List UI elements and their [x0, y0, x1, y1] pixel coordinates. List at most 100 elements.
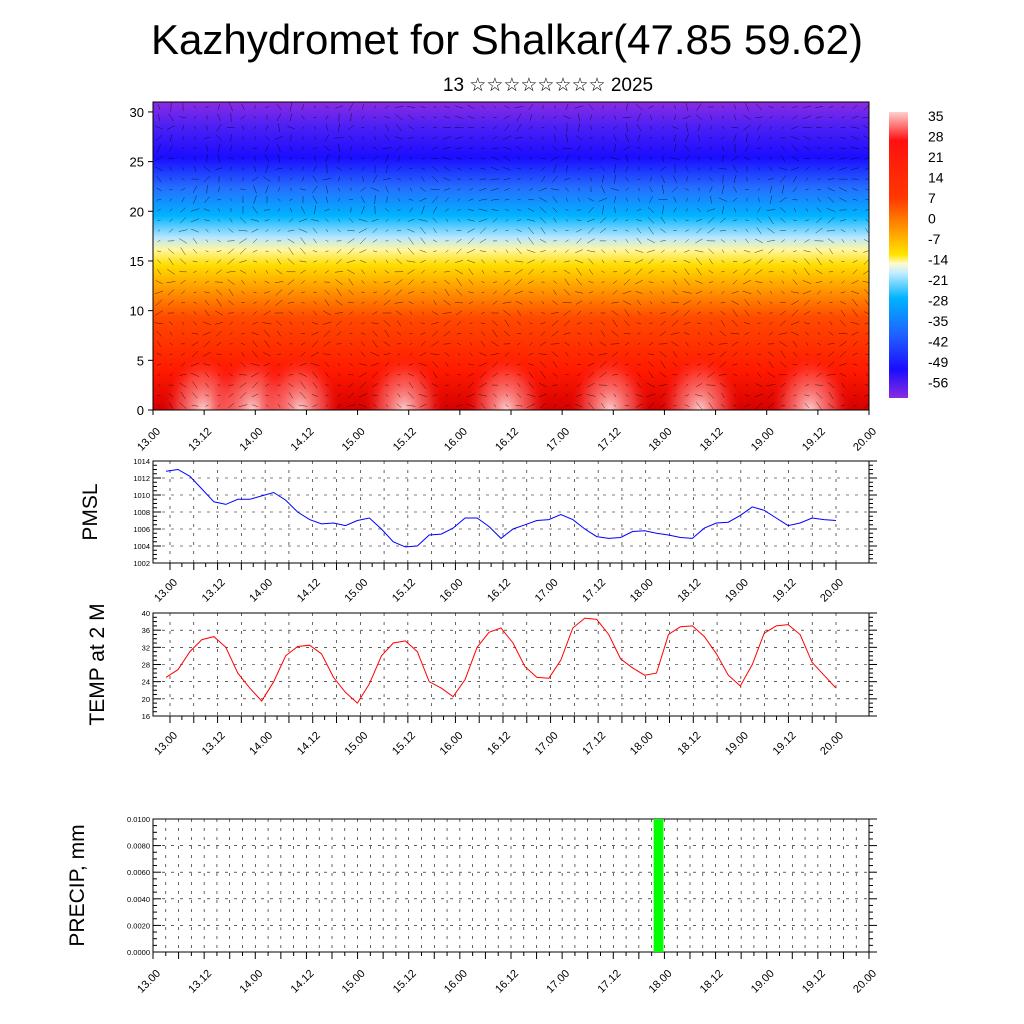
wind-vector	[732, 373, 738, 377]
wind-vector	[792, 260, 798, 263]
wind-vector	[648, 281, 654, 283]
wind-vector	[599, 228, 607, 234]
wind-vector	[862, 281, 869, 283]
wind-vector	[274, 135, 284, 140]
wind-vector	[479, 352, 487, 356]
temp-y-tick-label: 16	[142, 712, 150, 721]
wind-vector	[769, 312, 773, 314]
wind-vector	[157, 239, 161, 243]
wind-vector	[599, 361, 607, 368]
wind-vector	[769, 147, 773, 150]
wind-vector	[421, 157, 425, 160]
wind-vector	[156, 269, 162, 275]
wind-vector	[755, 402, 763, 409]
wind-vector	[827, 187, 835, 192]
wind-vector	[193, 195, 197, 204]
pmsl-x-tick-label: 15.00	[342, 577, 370, 605]
wind-vector	[265, 394, 269, 396]
wind-vector	[202, 321, 212, 326]
wind-vector	[203, 363, 211, 366]
wind-vector	[673, 134, 677, 142]
wind-vector	[767, 227, 775, 234]
wind-vector	[371, 371, 379, 378]
wind-vector	[420, 332, 426, 335]
wind-vector	[779, 207, 787, 213]
wind-vector	[204, 196, 210, 203]
wind-vector	[456, 248, 462, 254]
wind-vector	[625, 352, 629, 356]
wind-vector	[228, 228, 234, 233]
wind-vector	[478, 218, 488, 223]
wind-vector	[517, 383, 521, 388]
wind-vector	[815, 227, 823, 234]
wind-vector	[324, 208, 330, 212]
wind-vector	[157, 229, 161, 232]
wind-vector	[744, 394, 750, 397]
wind-vector	[718, 374, 728, 376]
wind-vector	[229, 102, 233, 112]
wind-vector	[526, 393, 536, 397]
wind-vector	[602, 115, 604, 119]
wind-vector	[791, 300, 799, 306]
wind-vector	[420, 341, 426, 347]
wind-vector	[839, 320, 847, 327]
wind-vector	[661, 175, 665, 183]
wind-vector	[301, 321, 305, 325]
wind-vector	[757, 322, 761, 325]
wind-vector	[768, 178, 774, 181]
wind-vector	[466, 259, 476, 264]
wind-vector	[178, 229, 188, 232]
wind-vector	[719, 229, 727, 232]
wind-vector	[301, 114, 305, 120]
wind-vector	[168, 257, 174, 266]
wind-vector	[421, 205, 425, 215]
wind-vector	[586, 394, 596, 397]
wind-vector	[781, 290, 785, 295]
wind-vector	[395, 114, 403, 121]
wind-vector	[288, 218, 294, 223]
temp-x-tick-label: 17.00	[533, 730, 561, 758]
wind-vector	[300, 270, 306, 274]
wind-vector	[193, 270, 197, 273]
wind-vector	[850, 321, 860, 325]
wind-vector	[240, 361, 246, 368]
wind-vector	[467, 372, 475, 377]
wind-vector	[397, 352, 401, 356]
wind-vector	[418, 218, 428, 222]
wind-vector	[721, 184, 725, 194]
wind-vector	[670, 332, 680, 335]
wind-vector	[182, 167, 184, 171]
precip-x-tick-label: 18.12	[698, 968, 726, 996]
wind-vector	[806, 208, 808, 212]
wind-vector	[276, 249, 282, 254]
wind-vector	[190, 218, 200, 223]
wind-vector	[625, 239, 629, 243]
wind-vector	[277, 363, 281, 366]
wind-vector	[839, 372, 847, 377]
wind-vector	[155, 310, 163, 316]
wind-vector	[710, 156, 712, 161]
wind-vector	[780, 350, 786, 359]
wind-vector	[275, 168, 283, 170]
wind-vector	[251, 332, 259, 336]
wind-vector	[505, 393, 509, 397]
precip-x-tick-label: 15.00	[340, 968, 368, 996]
wind-vector	[190, 362, 200, 367]
colorbar-label: 14	[928, 170, 944, 186]
wind-vector	[766, 384, 776, 387]
wind-vector	[361, 196, 365, 204]
wind-vector	[709, 291, 713, 294]
wind-vector	[528, 187, 534, 191]
wind-vector	[662, 115, 664, 119]
precip-x-tick-label: 19.00	[749, 968, 777, 996]
wind-vector	[575, 249, 583, 254]
wind-vector	[445, 208, 449, 212]
precip-x-tick-label: 14.12	[289, 968, 317, 996]
wind-vector	[599, 217, 607, 224]
x-tick-label: 17.00	[544, 426, 572, 454]
wind-vector	[348, 103, 354, 111]
wind-vector	[442, 136, 452, 140]
wind-vector	[673, 279, 677, 285]
wind-vector	[793, 373, 797, 377]
wind-vector	[626, 208, 628, 212]
